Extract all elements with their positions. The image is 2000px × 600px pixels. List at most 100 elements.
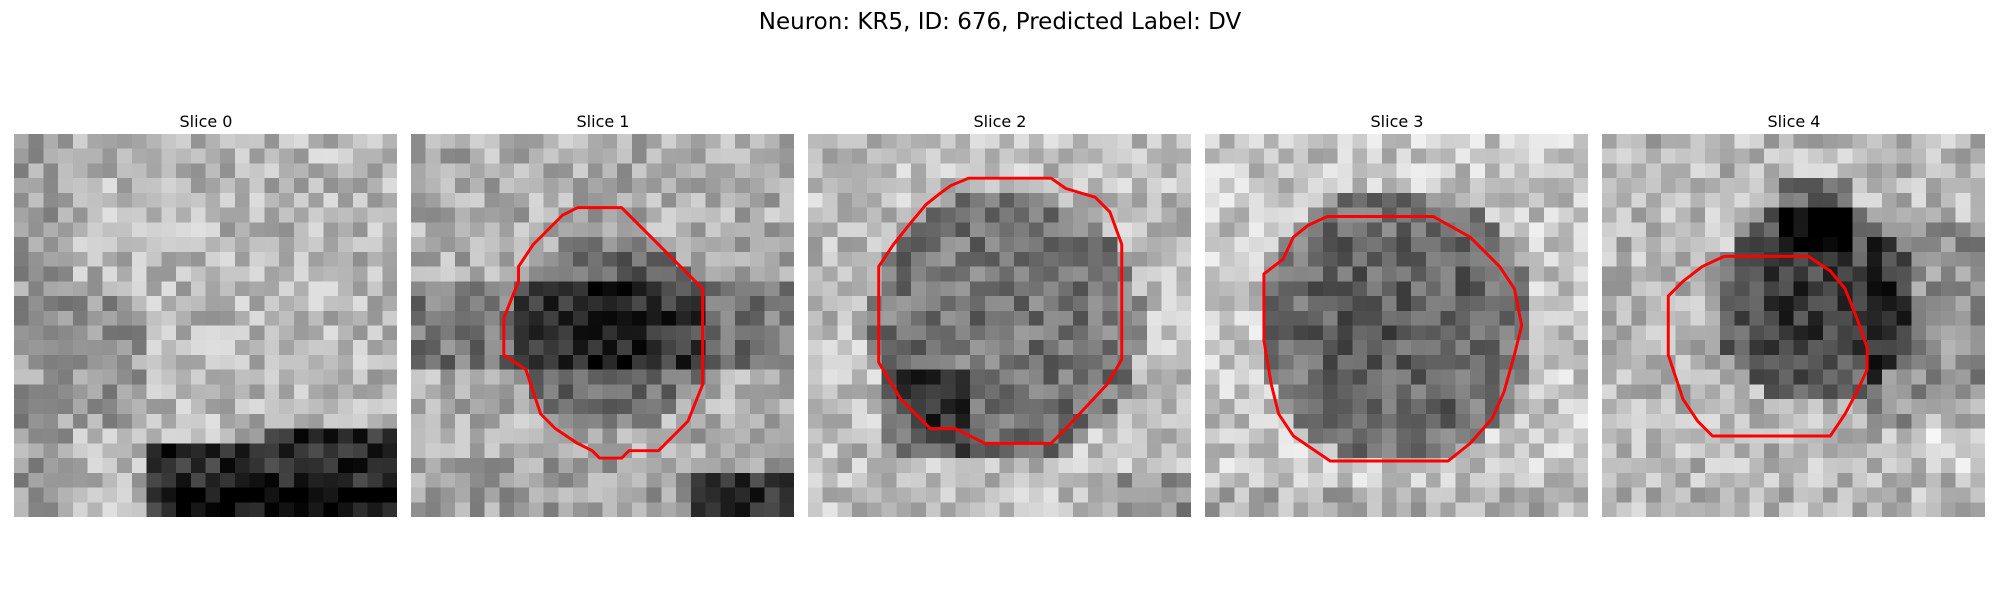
pixel	[1940, 340, 1956, 356]
pixel	[587, 207, 603, 223]
pixel	[1881, 443, 1897, 459]
pixel	[293, 310, 309, 326]
pixel	[1087, 384, 1103, 400]
pixel	[190, 428, 206, 444]
pixel	[499, 163, 515, 179]
pixel	[161, 340, 177, 356]
pixel	[1940, 237, 1956, 253]
pixel	[338, 369, 354, 385]
pixel	[1822, 222, 1838, 238]
pixel	[14, 134, 30, 150]
pixel	[1087, 148, 1103, 164]
pixel	[1660, 399, 1676, 415]
pixel	[587, 487, 603, 503]
pixel	[1602, 296, 1618, 312]
pixel	[1837, 178, 1853, 194]
pixel	[190, 325, 206, 341]
pixel	[58, 369, 74, 385]
pixel	[1381, 340, 1397, 356]
pixel	[1367, 399, 1383, 415]
pixel	[1881, 340, 1897, 356]
pixel	[1822, 384, 1838, 400]
pixel	[190, 399, 206, 415]
pixel	[661, 458, 677, 474]
pixel	[1514, 472, 1530, 488]
pixel	[72, 163, 88, 179]
pixel	[646, 458, 662, 474]
pixel	[1749, 266, 1765, 282]
pixel	[911, 163, 927, 179]
pixel	[1146, 413, 1162, 429]
pixel	[1940, 178, 1956, 194]
cell-contour	[1666, 254, 1869, 438]
pixel	[1660, 163, 1676, 179]
pixel	[1263, 207, 1279, 223]
pixel	[190, 251, 206, 267]
pixel	[293, 502, 309, 517]
pixel	[264, 281, 280, 297]
pixel	[499, 148, 515, 164]
pixel	[1352, 325, 1368, 341]
pixel	[1764, 310, 1780, 326]
pixel	[1705, 325, 1721, 341]
pixel	[852, 340, 868, 356]
pixel	[1411, 428, 1427, 444]
pixel	[749, 237, 765, 253]
pixel	[1793, 325, 1809, 341]
pixel	[1263, 237, 1279, 253]
pixel	[382, 413, 397, 429]
pixel	[1719, 178, 1735, 194]
pixel	[1660, 134, 1676, 150]
pixel	[1867, 399, 1883, 415]
pixel	[1970, 266, 1985, 282]
pixel	[1234, 296, 1250, 312]
pixel	[896, 207, 912, 223]
pixel	[1705, 399, 1721, 415]
pixel	[1529, 458, 1545, 474]
pixel	[293, 428, 309, 444]
pixel	[779, 487, 794, 503]
pixel	[1616, 237, 1632, 253]
pixel	[131, 369, 147, 385]
pixel	[705, 148, 721, 164]
pixel	[837, 251, 853, 267]
pixel	[720, 413, 736, 429]
pixel	[602, 413, 618, 429]
pixel	[1616, 354, 1632, 370]
pixel	[602, 458, 618, 474]
pixel	[1852, 281, 1868, 297]
pixel	[249, 340, 265, 356]
pixel	[1308, 266, 1324, 282]
pixel	[1146, 369, 1162, 385]
pixel	[970, 354, 986, 370]
pixel	[690, 472, 706, 488]
pixel	[1263, 428, 1279, 444]
pixel	[1470, 413, 1486, 429]
pixel	[808, 325, 824, 341]
pixel	[425, 413, 441, 429]
pixel	[338, 163, 354, 179]
pixel	[866, 384, 882, 400]
pixel	[367, 369, 383, 385]
pixel	[1219, 222, 1235, 238]
pixel	[1690, 384, 1706, 400]
pixel	[1719, 413, 1735, 429]
pixel	[705, 207, 721, 223]
pixel	[1764, 178, 1780, 194]
pixel	[602, 472, 618, 488]
pixel	[1822, 163, 1838, 179]
pixel	[43, 369, 59, 385]
pixel	[1028, 502, 1044, 517]
pixel	[338, 207, 354, 223]
pixel	[1837, 310, 1853, 326]
pixel	[1161, 369, 1177, 385]
pixel	[1911, 134, 1927, 150]
pixel	[1470, 178, 1486, 194]
pixel	[249, 296, 265, 312]
pixel	[1558, 310, 1574, 326]
pixel	[1381, 148, 1397, 164]
pixel	[367, 296, 383, 312]
pixel	[484, 178, 500, 194]
pixel	[1146, 266, 1162, 282]
pixel	[779, 310, 794, 326]
